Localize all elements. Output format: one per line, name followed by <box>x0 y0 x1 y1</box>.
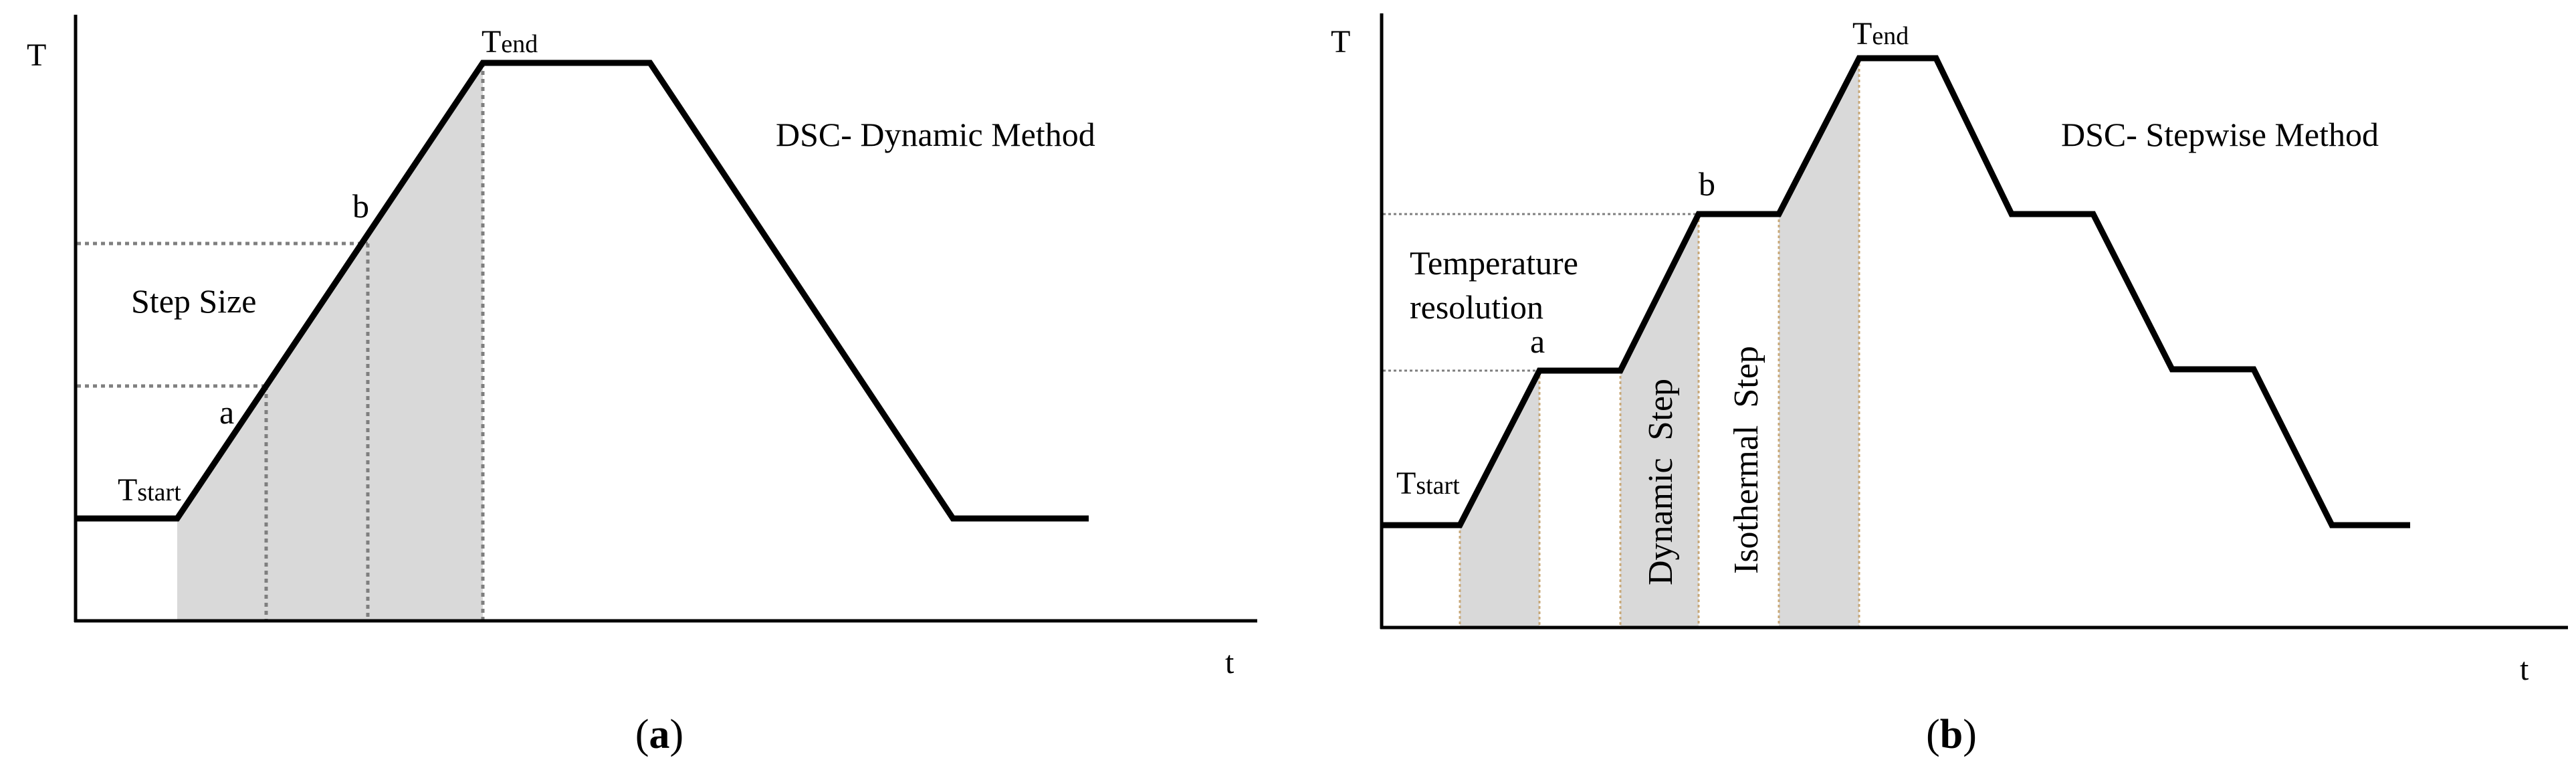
panel-a-t-start-label: Tstart <box>118 472 181 508</box>
panel-b-shaded-dynamic-step-1 <box>1460 371 1539 628</box>
panel-a-y-axis-label: T <box>27 37 46 73</box>
panel-a-t-start-sub: start <box>137 478 181 506</box>
panel-b-dynamic-step-label: Dynamic Step <box>1642 379 1680 585</box>
panel-a-t-start-main: T <box>118 472 137 508</box>
panel-b-caption: (b) <box>1926 712 1977 757</box>
panel-a-point-a-label: a <box>219 393 234 431</box>
panel-b-isothermal-step-label: Isothermal Step <box>1727 346 1765 574</box>
panel-b: T t DSC- Stepwise Method Tend Tstart a b… <box>1331 13 2568 757</box>
panel-a-point-b-label: b <box>352 187 369 225</box>
panel-a: T t DSC- Dynamic Method Tend Tstart a b … <box>27 15 1257 757</box>
panel-b-temperature-resolution-line1: Temperature <box>1410 244 1578 282</box>
panel-b-temperature-profile <box>1383 55 2410 529</box>
panel-a-caption-letter: a <box>649 712 670 757</box>
panel-b-y-axis-label: T <box>1331 24 1350 60</box>
panel-a-caption: (a) <box>635 712 683 757</box>
panel-b-t-end-sub: end <box>1872 22 1909 50</box>
panel-a-step-size-label: Step Size <box>131 282 256 320</box>
panel-b-t-start-label: Tstart <box>1396 466 1460 501</box>
panel-b-t-start-sub: start <box>1416 472 1460 500</box>
panel-b-x-axis-label: t <box>2520 652 2529 687</box>
panel-a-shaded-region <box>177 63 483 621</box>
panel-b-method-title: DSC- Stepwise Method <box>2061 116 2379 153</box>
panel-a-temperature-profile <box>77 60 1089 522</box>
panel-b-temperature-resolution-line2: resolution <box>1410 288 1543 326</box>
panel-b-shaded-dynamic-step-3 <box>1779 58 1859 628</box>
panel-a-x-axis-label: t <box>1225 645 1235 680</box>
panel-a-caption-close: ) <box>670 712 684 757</box>
panel-a-caption-open: ( <box>635 712 649 757</box>
panel-a-method-title: DSC- Dynamic Method <box>776 116 1095 153</box>
panel-b-shaded-dynamic-step-2 <box>1620 214 1699 628</box>
panel-b-t-start-main: T <box>1396 466 1416 501</box>
panel-b-caption-open: ( <box>1926 712 1940 757</box>
panel-b-point-b-label: b <box>1699 165 1715 203</box>
panel-b-t-end-label: Tend <box>1852 16 1909 52</box>
panel-b-caption-close: ) <box>1963 712 1977 757</box>
panel-b-caption-letter: b <box>1940 712 1963 757</box>
panel-a-t-end-sub: end <box>501 30 538 58</box>
panel-b-t-end-main: T <box>1852 16 1872 52</box>
panel-a-t-end-label: Tend <box>481 24 538 60</box>
panel-b-point-a-label: a <box>1530 322 1545 360</box>
panel-a-t-end-main: T <box>481 24 501 60</box>
